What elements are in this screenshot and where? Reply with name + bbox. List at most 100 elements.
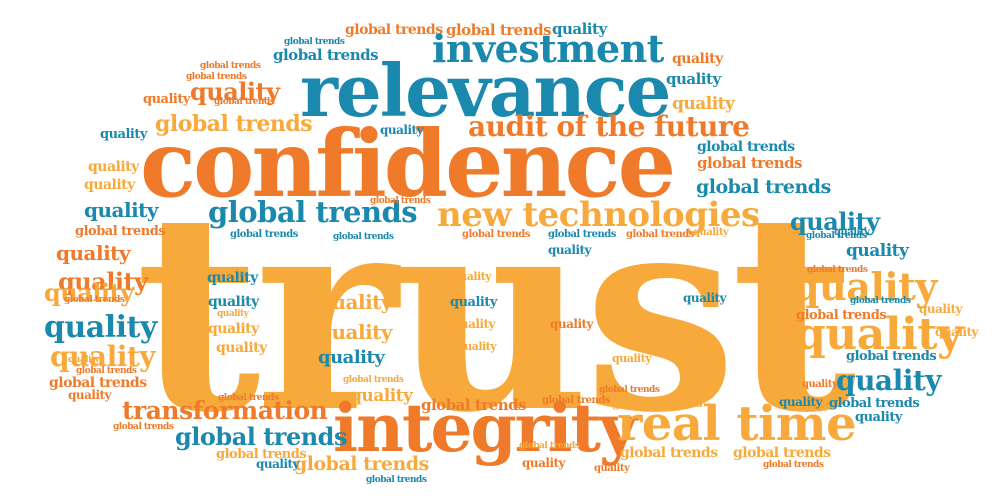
word-quality: quality [793,264,937,309]
word-global-trends: global trends [75,224,166,239]
word-quality: quality [100,127,147,142]
word-quality: quality [68,355,100,365]
word-global-trends: global trends [599,385,660,395]
word-quality: quality [350,386,413,406]
word-trust: trust [135,154,856,473]
word-global-trends: global trends [214,97,275,107]
word-global-trends: global trends [345,22,443,38]
word-quality: quality [779,395,823,409]
word-global-trends: global trends [696,176,831,198]
word-global-trends: global trends [697,154,803,172]
word-investment: investment [432,26,664,71]
word-quality: quality [68,388,112,402]
word-quality: quality [834,227,870,238]
word-global-trends: global trends [294,453,429,475]
word-global-trends: global trends [284,37,345,47]
word-global-trends: global trends [796,308,887,323]
word-global-trends: global trends [366,475,427,485]
word-global-trends: global trends [208,195,418,229]
word-quality: quality [44,278,134,307]
word-quality: quality [594,463,630,474]
word-quality: quality [846,241,909,261]
word-quality: quality [672,94,735,114]
word-quality: quality [208,321,259,337]
word-quality: quality [612,352,652,365]
word-quality: quality [457,340,497,353]
word-global-trends: global trends [216,447,307,462]
word-global-trends: global trends [230,229,298,240]
word-quality: quality [318,347,385,368]
word-quality: quality [380,123,424,137]
word-quality: quality [795,309,963,360]
word-quality: quality [552,20,607,38]
word-quality: quality [88,159,139,175]
word-global-trends: global trends [850,296,911,306]
word-quality: quality [452,270,492,283]
word-global-trends: global trends [697,139,795,155]
word-transformation: transformation [122,396,328,425]
word-quality: quality [58,267,148,296]
word-quality: quality [207,270,258,286]
word-global-trends: global trends [218,393,279,403]
word-quality: quality [683,291,727,305]
word-global-trends: global trends [548,229,616,240]
word-global-trends: global trends [763,460,824,470]
word-quality: quality [790,207,880,236]
word-quality: quality [522,456,566,470]
word-global-trends: global trends [829,396,920,411]
word-quality: quality [56,241,131,265]
word-confidence: confidence [140,110,676,218]
word-real-time: real time [617,396,857,452]
word-quality: quality [452,317,496,331]
word-global-trends: global trends [273,46,379,64]
word-quality: quality [217,309,249,319]
word-quality: quality [935,325,979,339]
word-global-trends: global trends [76,366,137,376]
word-quality: quality [318,290,393,314]
word-integrity: integrity [333,389,637,467]
word-global-trends: global trends [200,61,261,71]
word-quality: quality [208,294,259,310]
word-global-trends: global trends [113,422,174,432]
word-global-trends: global trends [807,265,868,275]
word-global-trends: global trends [462,229,530,240]
word-quality: quality [548,243,592,257]
word-global-trends: global trends [175,422,347,451]
word-global-trends: global trends [620,445,718,461]
word-quality: quality [318,320,393,344]
word-quality: quality [190,77,280,106]
word-relevance: relevance [300,48,671,133]
word-global-trends: global trends [626,229,694,240]
word-quality: quality [256,457,300,471]
word-quality: quality [550,317,594,331]
word-global-trends: global trends [49,375,147,391]
word-quality: quality [450,295,497,310]
word-global-trends: global trends [519,441,580,451]
word-global-trends: global trends [343,375,404,385]
word-quality: quality [84,177,135,193]
word-global-trends: global trends [421,396,527,414]
word-quality: quality [44,310,157,345]
word-global-trends: global trends [542,395,610,406]
word-global-trends: global trends [186,72,247,82]
word-quality: quality [672,51,723,67]
word-global-trends: global trends [846,349,937,364]
word-quality: quality [919,302,963,316]
word-global-trends: global trends [612,396,703,411]
word-global-trends: global trends [64,295,125,305]
word-global-trends: global trends [806,231,867,241]
word-quality: quality [666,70,721,88]
word-quality: quality [802,379,838,390]
word-quality: quality [50,340,156,373]
word-quality: quality [693,227,729,238]
word-global-trends: global trends [155,111,313,137]
word-global-trends: global trends [333,232,394,242]
word-global-trends: global trends [733,445,831,461]
word-quality: quality [216,340,267,356]
word-quality: quality [143,92,190,107]
word-quality: quality [855,410,902,425]
word-global-trends: global trends [446,21,552,39]
word-quality: quality [836,364,942,397]
word-quality: quality [84,198,159,222]
